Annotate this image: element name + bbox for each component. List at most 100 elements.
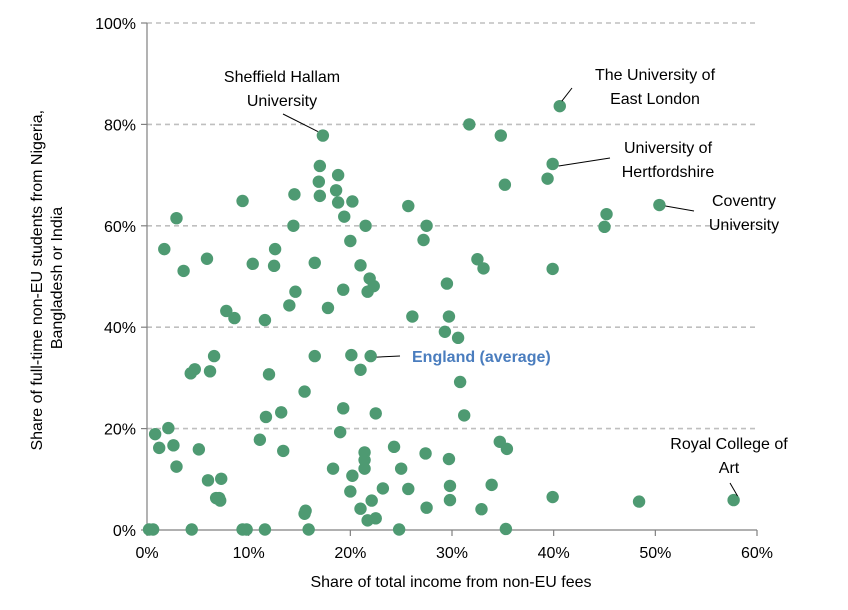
x-tick-label: 10% (233, 545, 265, 562)
data-point (358, 453, 371, 467)
data-point (220, 304, 233, 318)
data-point (546, 262, 559, 276)
data-point (316, 129, 330, 142)
data-point (346, 195, 359, 208)
data-point (177, 264, 190, 278)
x-axis-title: Share of total income from non-EU fees (310, 574, 591, 591)
data-point (477, 262, 490, 275)
annotation-leader-line (376, 355, 401, 358)
annotations: Sheffield Hallam University The University… (224, 67, 788, 497)
annotation: Sheffield Hallam University (224, 69, 340, 133)
data-point (653, 198, 666, 212)
data-point (541, 172, 554, 185)
data-point (394, 462, 408, 475)
data-point (442, 310, 456, 323)
annotation-label: Art (719, 460, 740, 477)
data-point (632, 495, 646, 508)
data-point (185, 523, 198, 536)
data-point (268, 242, 282, 256)
data-point (471, 253, 484, 266)
data-point (458, 409, 471, 422)
data-point (392, 523, 406, 536)
data-point (192, 443, 206, 456)
data-point (203, 365, 217, 378)
data-point (298, 385, 311, 398)
y-tick-label: 20% (104, 422, 136, 439)
x-tick-label: 20% (334, 545, 366, 562)
data-point (498, 178, 512, 191)
data-point (214, 494, 227, 507)
annotation-label: University of (624, 140, 713, 157)
data-point (442, 452, 456, 466)
data-point (443, 479, 457, 493)
data-point (546, 490, 559, 504)
data-point (170, 211, 183, 225)
data-point (313, 189, 327, 203)
y-tick-label: 40% (104, 320, 136, 337)
data-point (345, 348, 358, 362)
data-point (275, 406, 288, 419)
data-point (228, 311, 241, 325)
data-point (438, 325, 452, 338)
data-point (344, 485, 357, 498)
data-point (184, 367, 197, 380)
annotation-label: England (average) (412, 349, 551, 366)
data-point (326, 462, 340, 475)
data-point (153, 441, 166, 455)
data-point (240, 523, 253, 536)
data-point (463, 118, 476, 131)
annotation: University of Hertfordshire (558, 140, 715, 181)
y-tick-label: 100% (95, 16, 136, 33)
data-point (215, 472, 228, 485)
data-point (246, 257, 259, 271)
gridlines (147, 22, 757, 430)
data-point (402, 482, 415, 496)
data-point (200, 252, 214, 265)
data-point (162, 421, 175, 435)
data-point (553, 99, 566, 113)
data-point (359, 219, 372, 232)
data-point (364, 349, 377, 363)
x-tick-label: 50% (639, 545, 671, 562)
data-point (331, 168, 345, 182)
data-point (485, 478, 498, 492)
data-point (333, 425, 347, 439)
data-point (354, 259, 367, 272)
data-point (500, 442, 514, 456)
annotation-label: Sheffield Hallam (224, 69, 340, 86)
annotation-leader-line (561, 87, 573, 102)
data-point (546, 157, 559, 171)
data-point (727, 493, 740, 507)
data-point (419, 447, 432, 460)
annotation-leader-line (558, 157, 611, 167)
data-point (387, 440, 401, 454)
data-point (148, 427, 162, 441)
data-point (298, 507, 311, 520)
data-point (170, 460, 183, 473)
data-point (365, 494, 378, 507)
data-point (236, 194, 249, 208)
data-point (338, 210, 351, 223)
data-point (420, 219, 433, 232)
y-axis-title-line-1: Share of full-time non-EU students from … (29, 110, 46, 451)
y-axis-title-line-2: Bangladesh or India (49, 207, 66, 349)
y-tick-label: 60% (104, 219, 136, 236)
data-point (329, 184, 343, 197)
data-point (354, 502, 367, 515)
annotation: England (average) (376, 349, 551, 366)
data-point (267, 259, 281, 273)
data-point (288, 188, 301, 201)
x-tick-label: 60% (741, 545, 773, 562)
annotation: Royal College of Art (670, 436, 788, 497)
data-point (308, 349, 321, 363)
data-point (453, 375, 467, 389)
annotation-label: The University of (595, 67, 716, 84)
data-point (308, 256, 321, 270)
x-tick-label: 0% (135, 545, 158, 562)
data-point (258, 313, 272, 327)
data-point (369, 407, 382, 420)
annotation-label: Coventry (712, 193, 776, 210)
annotation-label: Hertfordshire (622, 164, 715, 181)
data-point (201, 474, 215, 487)
